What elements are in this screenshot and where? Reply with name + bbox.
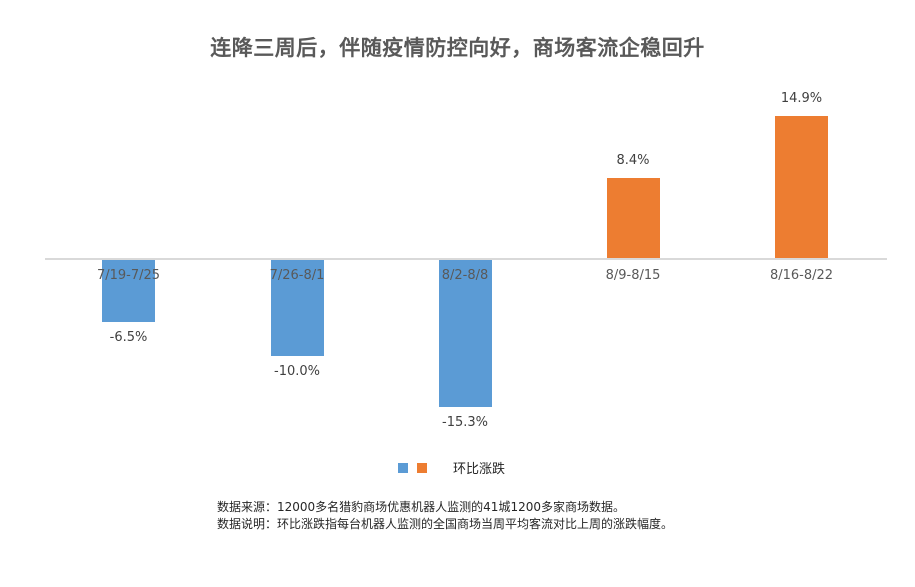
chart-title: 连降三周后，伴随疫情防控向好，商场客流企稳回升 (210, 36, 705, 60)
data-explanation-note: 数据说明：环比涨跌指每台机器人监测的全国商场当周平均客流对比上周的涨跌幅度。 (217, 517, 674, 531)
category-label: 8/16-8/22 (769, 268, 834, 283)
data-label: 8.4% (616, 153, 650, 169)
category-label: 8/2-8/8 (441, 268, 489, 283)
category-label: 8/9-8/15 (605, 268, 661, 283)
category-label: 7/19-7/25 (96, 268, 161, 283)
bar-1 (270, 260, 324, 356)
bar-0 (102, 260, 155, 323)
legend-label: 环比涨跌 (453, 462, 506, 477)
data-label: 14.9% (780, 91, 823, 106)
legend-swatch-positive (417, 462, 427, 473)
data-label: -10.0% (274, 363, 320, 379)
category-label: 7/26-8/1 (269, 268, 325, 283)
data-label: -6.5% (109, 330, 148, 346)
bar-4 (775, 116, 828, 259)
legend: 环比涨跌 (398, 458, 505, 477)
legend-swatch-negative (398, 462, 408, 473)
bar-3 (606, 178, 660, 259)
data-source-note: 数据来源：12000多名猎豹商场优惠机器人监测的41城1200多家商场数据。 (217, 500, 625, 514)
data-label: -15.3% (442, 414, 488, 430)
x-axis-line (45, 258, 887, 260)
bar-2 (438, 260, 492, 407)
footnotes: 数据来源：12000多名猎豹商场优惠机器人监测的41城1200多家商场数据。 数… (217, 499, 673, 533)
